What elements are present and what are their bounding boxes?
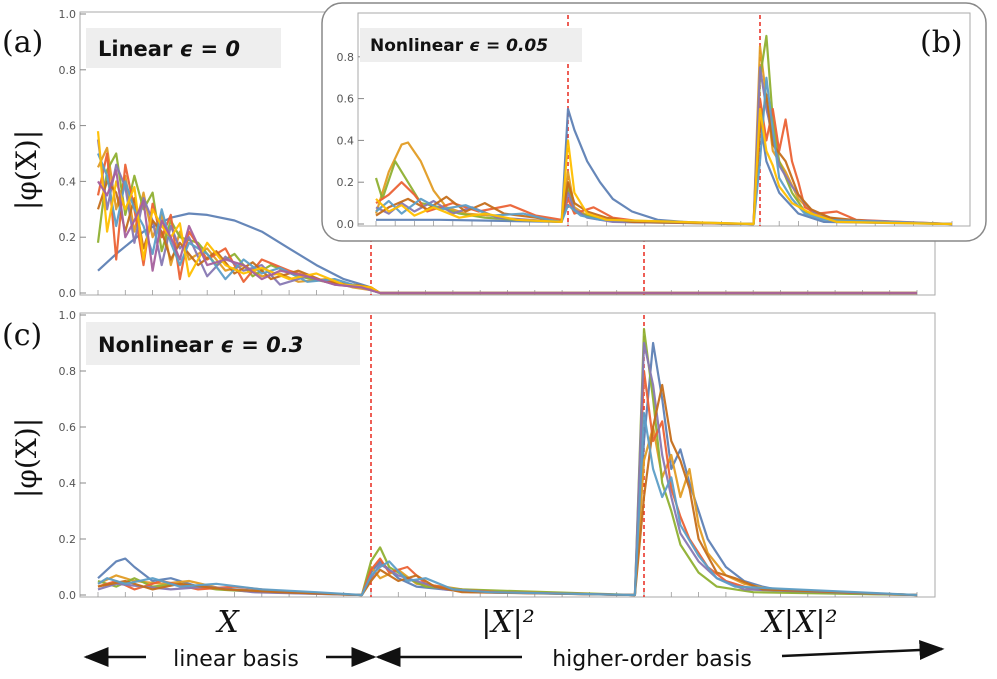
panel-c-ytick-label: 0.2	[59, 533, 77, 546]
panel-c-tag: (c)	[2, 318, 42, 353]
panel-b-ytick-label: 0.4	[337, 134, 355, 147]
panel-b-annotation: Nonlinear ϵ = 0.05	[370, 36, 548, 56]
panel-c: 0.0 0.2 0.4 0.6 0.8 1.0 Nonlinear ϵ = 0.3	[59, 309, 936, 602]
panel-b-series-line	[376, 107, 953, 226]
panel-c-annotation-box	[86, 322, 360, 365]
panel-c-ytick-label: 0.0	[59, 589, 77, 602]
panel-b-series-line	[375, 107, 953, 226]
panel-c-series	[97, 327, 918, 597]
panel-a-ytick-label: 0.8	[59, 64, 77, 77]
panel-a-ytick-label: 0.4	[59, 175, 77, 188]
panel-a-series-line	[96, 153, 917, 295]
panel-a-ytick-label: 1.0	[59, 8, 77, 21]
panel-c-ytick-label: 0.8	[59, 365, 77, 378]
basis-label-xx2: X|X|²	[761, 605, 838, 640]
panel-b-ytick-label: 0.0	[337, 218, 355, 231]
higher-basis-arrow-right	[781, 639, 945, 660]
panel-b-series-line	[375, 76, 953, 226]
panel-c-ytick-label: 0.4	[59, 477, 77, 490]
panel-b-inset: 0.0 0.2 0.4 0.6 0.8 Nonlinear ϵ = 0.05 (b)	[321, 2, 987, 242]
panel-a-tag: (a)	[2, 25, 43, 60]
basis-label-x2: |X|²	[481, 605, 535, 640]
panel-a-series-line	[96, 131, 917, 295]
panel-c-annotation: Nonlinear ϵ = 0.3	[98, 333, 303, 357]
linear-basis-label: linear basis	[173, 647, 299, 672]
panel-c-y-label: |φ(X)|	[10, 418, 43, 498]
panel-a-y-axis: 0.0 0.2 0.4 0.6 0.8 1.0	[59, 8, 86, 300]
panel-b-ytick-label: 0.6	[337, 93, 355, 106]
panel-b-ytick-label: 0.2	[337, 176, 355, 189]
panel-a-ytick-label: 0.2	[59, 231, 77, 244]
panel-a-annotation-box	[86, 28, 281, 68]
panel-c-series-line	[97, 383, 918, 597]
panel-a-ytick-label: 0.6	[59, 120, 77, 133]
panel-c-ytick-label: 0.6	[59, 421, 77, 434]
panel-b-tag: (b)	[920, 25, 963, 60]
panel-c-y-axis: 0.0 0.2 0.4 0.6 0.8 1.0	[59, 309, 86, 602]
panel-a-annotation: Linear ϵ = 0	[98, 37, 240, 61]
panel-a-ytick-label: 0.0	[59, 287, 77, 300]
panel-a-y-label: |φ(X)|	[10, 130, 43, 210]
basis-label-x: X	[215, 605, 240, 640]
panel-b-ytick-label: 0.8	[337, 51, 355, 64]
panel-b-series-line	[375, 66, 953, 226]
panel-a-series	[96, 131, 917, 295]
panel-b-annotation-box	[360, 28, 582, 62]
panel-b-y-axis: 0.0 0.2 0.4 0.6 0.8	[337, 51, 364, 231]
panel-c-x-ticks	[97, 592, 918, 597]
panel-a-series-line	[97, 169, 917, 295]
panel-c-ytick-label: 1.0	[59, 309, 77, 322]
higher-basis-label: higher-order basis	[552, 647, 752, 672]
panel-c-series-line	[97, 411, 918, 597]
panel-b-series	[374, 34, 953, 226]
